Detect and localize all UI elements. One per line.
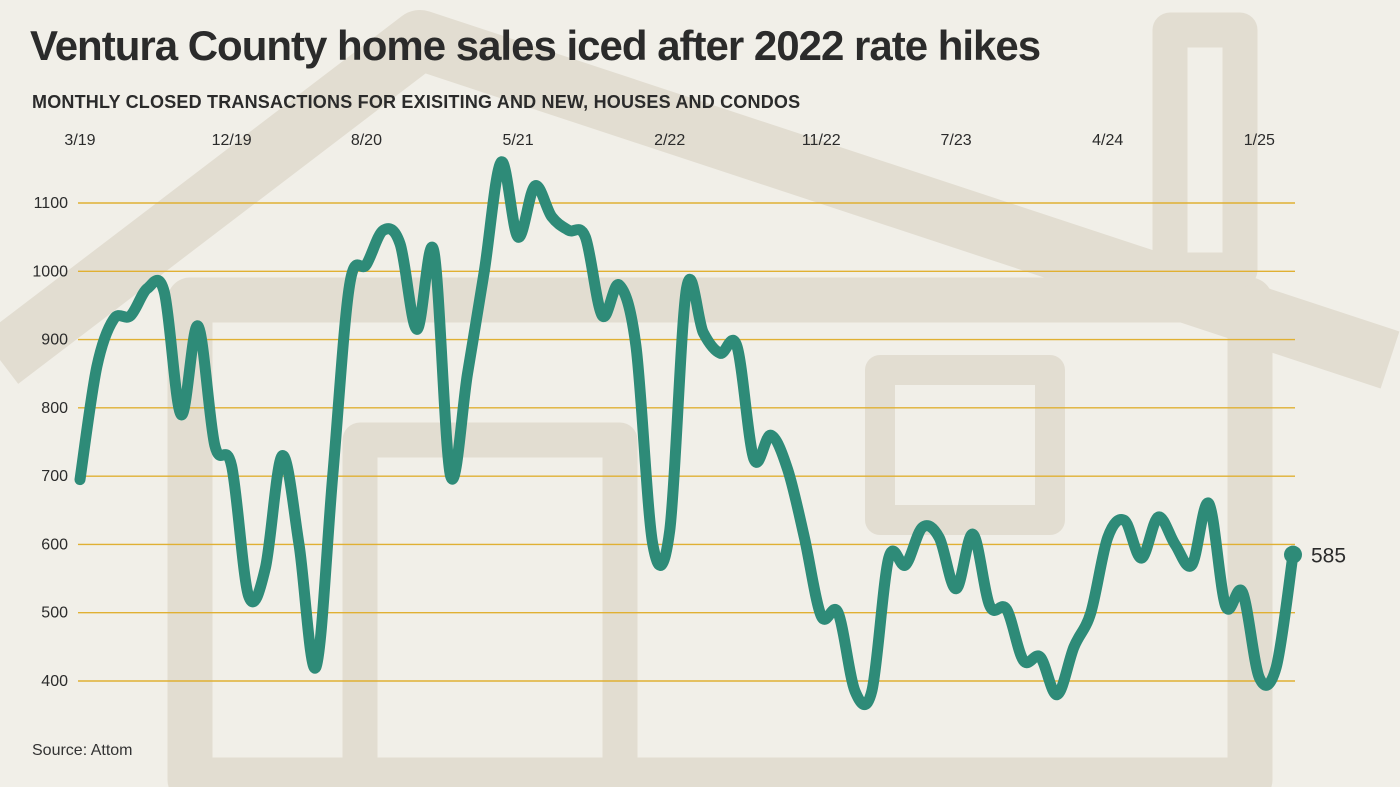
x-tick-label: 7/23 — [940, 132, 971, 149]
x-tick-label: 11/22 — [802, 132, 841, 149]
chart-title: Ventura County home sales iced after 202… — [30, 22, 1041, 69]
x-axis-ticks: 3/19 12/19 8/20 5/21 2/22 11/22 7/23 4/24 1/25 — [64, 132, 1275, 149]
gridlines — [78, 202, 1295, 682]
y-tick-label: 1100 — [34, 195, 69, 212]
x-tick-label: 1/25 — [1244, 132, 1275, 149]
end-value-label: 585 — [1311, 545, 1346, 568]
y-tick-label: 600 — [41, 536, 68, 553]
x-tick-label: 8/20 — [351, 132, 382, 149]
y-tick-label: 500 — [41, 605, 68, 622]
series-line-closed-transactions — [74, 156, 1299, 710]
y-tick-label: 900 — [41, 332, 68, 349]
chart-subtitle: MONTHLY CLOSED TRANSACTIONS FOR EXISITIN… — [32, 92, 801, 112]
x-tick-label: 3/19 — [64, 132, 95, 149]
y-tick-label: 400 — [41, 673, 68, 690]
x-tick-label: 2/22 — [654, 132, 685, 149]
end-point-marker — [1284, 545, 1302, 564]
x-tick-label: 12/19 — [212, 132, 252, 149]
source-note: Source: Attom — [32, 742, 133, 759]
y-tick-label: 1000 — [32, 263, 68, 280]
x-tick-label: 5/21 — [502, 132, 533, 149]
y-tick-label: 800 — [41, 400, 68, 417]
x-tick-label: 4/24 — [1092, 132, 1123, 149]
y-tick-label: 700 — [41, 468, 68, 485]
y-axis-ticks: 400 500 600 700 800 900 1000 1100 — [32, 195, 68, 690]
